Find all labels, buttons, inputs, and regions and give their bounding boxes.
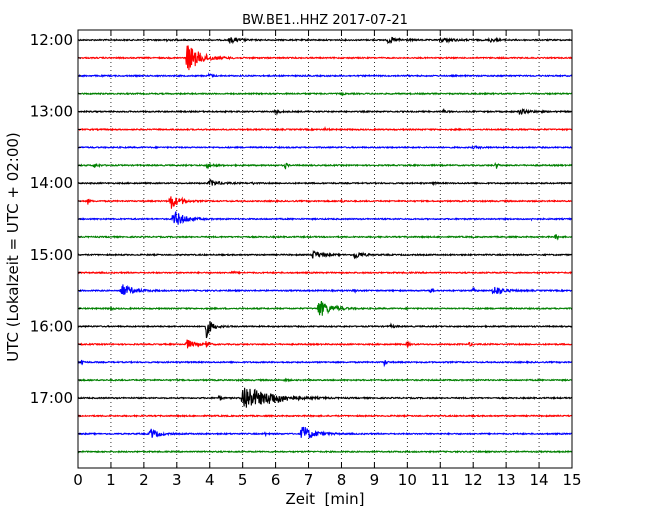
- x-tick-label: 1: [106, 471, 116, 489]
- y-tick-label: 16:00: [30, 317, 73, 335]
- y-axis: 12:00 13:00 14:00 15:00 16:00 17:00: [30, 31, 572, 453]
- trace-1430: [77, 211, 573, 225]
- trace-1630: [77, 359, 573, 368]
- trace-1515: [77, 270, 573, 275]
- trace-1715: [77, 413, 573, 419]
- trace-1315: [77, 125, 573, 132]
- x-tick-label: 3: [172, 471, 182, 489]
- x-tick-label: 9: [370, 471, 380, 489]
- x-tick-label: 0: [73, 471, 83, 489]
- trace-1745: [77, 449, 573, 454]
- trace-1700: [77, 387, 573, 408]
- trace-1615: [77, 339, 573, 349]
- x-grid: [110, 30, 540, 468]
- trace-1445: [77, 234, 573, 241]
- y-axis-label: UTC (Lokalzeit = UTC + 02:00): [4, 132, 22, 362]
- trace-1415: [77, 196, 573, 209]
- trace-1245: [77, 91, 573, 97]
- x-tick-label: 4: [205, 471, 215, 489]
- trace-1545: [77, 301, 573, 316]
- chart-title: BW.BE1..HHZ 2017-07-21: [242, 13, 408, 28]
- x-tick-label: 13: [497, 471, 516, 489]
- x-tick-label: 7: [304, 471, 314, 489]
- trace-1530: [77, 284, 573, 295]
- trace-1230: [77, 72, 573, 79]
- trace-1645: [77, 377, 573, 383]
- trace-1200: [77, 36, 573, 45]
- trace-1600: [77, 321, 573, 339]
- trace-1300: [77, 107, 573, 116]
- x-tick-label: 14: [530, 471, 549, 489]
- x-axis-label: Zeit [min]: [285, 490, 364, 508]
- y-tick-label: 13:00: [30, 103, 73, 121]
- trace-1345: [77, 161, 573, 170]
- x-tick-label: 8: [337, 471, 347, 489]
- plot-frame: [77, 29, 573, 469]
- trace-1400: [77, 179, 573, 187]
- x-axis: 0 1 2 3 4 5 6 7 8 9 10 11 12 13 14 15: [73, 30, 582, 489]
- y-tick-label: 15:00: [30, 246, 73, 264]
- y-tick-label: 17:00: [30, 389, 73, 407]
- x-tick-label: 5: [238, 471, 248, 489]
- y-tick-label: 14:00: [30, 174, 73, 192]
- y-tick-label: 12:00: [30, 31, 73, 49]
- trace-1730: [77, 426, 573, 439]
- x-tick-label: 2: [139, 471, 149, 489]
- trace-group: [77, 36, 573, 454]
- trace-1330: [77, 144, 573, 150]
- x-tick-label: 15: [562, 471, 581, 489]
- trace-1500: [77, 249, 573, 260]
- x-tick-label: 6: [271, 471, 281, 489]
- x-tick-label: 11: [431, 471, 450, 489]
- x-tick-label: 12: [464, 471, 483, 489]
- trace-1215: [77, 45, 573, 71]
- x-tick-label: 10: [398, 471, 417, 489]
